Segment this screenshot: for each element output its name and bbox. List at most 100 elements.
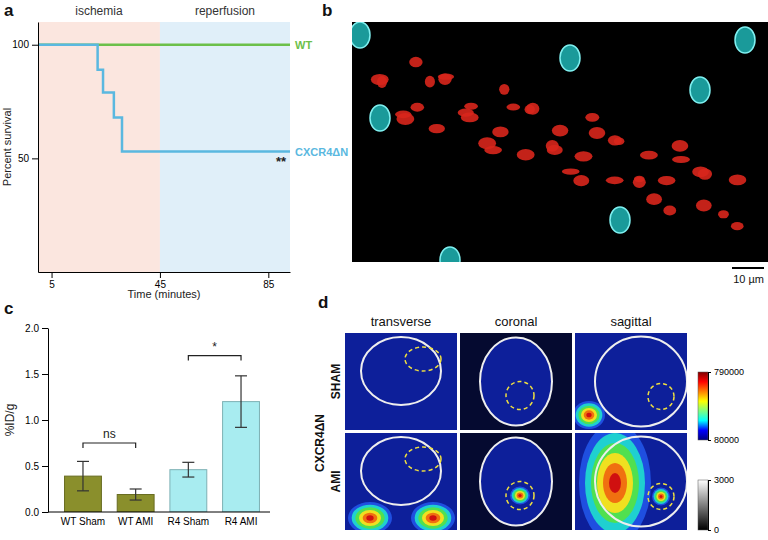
- red-cell: [663, 206, 676, 216]
- uptake: [411, 502, 455, 530]
- tick-label: 50: [18, 153, 30, 164]
- cyan-nucleus: [440, 247, 460, 262]
- row-label: AMI: [329, 471, 343, 493]
- tick-label: 5: [49, 279, 55, 290]
- red-cell: [718, 210, 729, 218]
- uptake: [575, 401, 605, 429]
- uptake: [363, 513, 378, 524]
- red-cell: [425, 76, 435, 88]
- error-stem: [135, 489, 136, 500]
- scan-background: [460, 333, 572, 430]
- error-stem: [240, 376, 241, 428]
- roi: [648, 484, 674, 510]
- region-label: ischemia: [75, 4, 123, 18]
- uptake: [355, 507, 384, 528]
- bone-outline: [595, 437, 687, 527]
- axis-line: [48, 512, 270, 513]
- axis-line: [38, 23, 39, 273]
- y-axis-title: %ID/g: [3, 404, 17, 437]
- red-cell: [692, 166, 709, 177]
- tick-mark: [160, 272, 161, 278]
- panel-label: a: [4, 1, 14, 20]
- uptake: [654, 489, 669, 504]
- x-axis-title: Time (minutes): [128, 288, 201, 300]
- bone-outline: [480, 338, 552, 426]
- scale-label: 10 µm: [733, 273, 764, 285]
- scan-image: [460, 333, 572, 430]
- red-cell: [672, 140, 689, 152]
- red-cell: [546, 140, 559, 152]
- tick-mark: [42, 420, 48, 421]
- micrograph: [352, 22, 768, 262]
- error-stem: [82, 461, 83, 490]
- uptake: [576, 403, 603, 426]
- error-cap: [235, 427, 247, 428]
- red-cell: [517, 149, 535, 160]
- red-cell: [640, 151, 658, 160]
- column-label: coronal: [495, 314, 538, 329]
- uptake: [426, 513, 441, 524]
- tick-mark: [42, 512, 48, 513]
- uptake: [591, 443, 639, 523]
- uptake: [366, 515, 373, 520]
- tick-label: 85: [263, 279, 275, 290]
- red-cell: [499, 84, 509, 95]
- scan-background: [575, 333, 687, 430]
- uptake: [655, 491, 667, 503]
- red-cell: [633, 177, 646, 188]
- red-cell: [411, 103, 425, 112]
- error-cap: [77, 490, 89, 491]
- tick-mark: [268, 272, 269, 278]
- red-cell: [484, 146, 502, 154]
- red-cell: [562, 168, 580, 174]
- uptake: [581, 408, 597, 422]
- scan-background: [460, 433, 572, 530]
- colorbar-axis: 03000: [708, 475, 734, 535]
- cyan-nucleus: [560, 45, 580, 71]
- tick: R4 Sham: [167, 512, 209, 527]
- uptake: [518, 494, 521, 497]
- red-cell: [585, 113, 599, 122]
- tick: 790000: [708, 367, 744, 377]
- uptake: [515, 491, 525, 500]
- legend-label: WT: [295, 39, 312, 51]
- panel-label: d: [318, 293, 328, 312]
- uptake: [510, 487, 530, 505]
- tick-label: WT AMI: [118, 516, 153, 527]
- red-cell: [492, 127, 508, 138]
- tick: 0.0: [25, 507, 48, 518]
- column-label: sagittal: [610, 314, 651, 329]
- tick: 85: [263, 272, 275, 290]
- significance-bracket: [83, 443, 136, 448]
- uptake: [429, 515, 436, 520]
- region-label: reperfusion: [195, 4, 255, 18]
- bone-outline: [361, 437, 441, 505]
- tick-label: R4 Sham: [167, 516, 209, 527]
- red-cell: [731, 222, 744, 230]
- y-axis: 50 100: [12, 23, 38, 273]
- tick: 1.5: [25, 369, 48, 380]
- uptake: [652, 488, 670, 506]
- image-background: [352, 22, 768, 262]
- significance-bracket: [188, 356, 241, 361]
- error-cap: [77, 461, 89, 462]
- uptake: [586, 413, 591, 418]
- cyan-nucleus: [735, 27, 755, 53]
- tick: 100: [12, 39, 38, 50]
- tick-mark: [32, 158, 38, 159]
- cyan-nucleus: [690, 77, 710, 103]
- red-cell: [458, 109, 474, 117]
- red-cell: [606, 177, 624, 185]
- error-bar: [235, 376, 247, 428]
- tick-label: 1.0: [25, 415, 39, 426]
- uptake: [517, 493, 524, 499]
- colorbar: [698, 480, 708, 530]
- uptake: [609, 473, 621, 493]
- panel-label: c: [4, 299, 13, 318]
- uptake: [513, 490, 526, 502]
- red-cell: [634, 176, 645, 182]
- x-axis: WT ShamWT AMIR4 ShamR4 AMI: [48, 512, 270, 527]
- plot-area: [38, 22, 290, 272]
- red-cell: [371, 74, 389, 85]
- tick-label: R4 AMI: [225, 516, 258, 527]
